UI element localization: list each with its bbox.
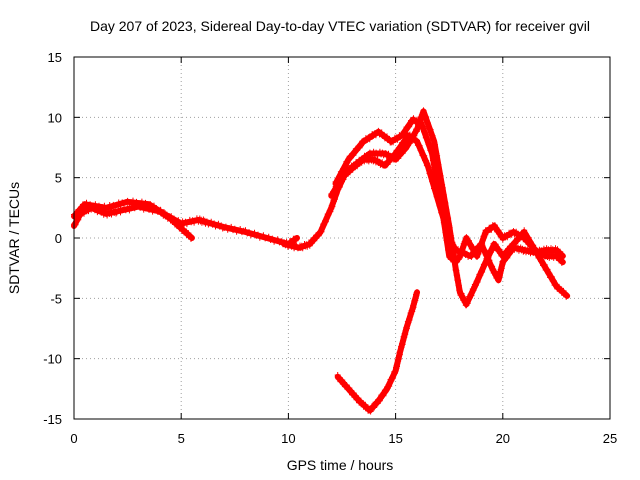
x-tick-label: 10	[281, 431, 295, 446]
y-tick-label: -10	[43, 352, 62, 367]
tick-labels: 0 5 10 15 20 25 -15 -10 -5 0 5 10 15	[43, 50, 617, 446]
series-trace-f	[328, 131, 566, 284]
y-tick-label: -5	[50, 291, 62, 306]
x-tick-label: 5	[178, 431, 185, 446]
data-layer	[71, 107, 571, 415]
chart-title: Day 207 of 2023, Sidereal Day-to-day VTE…	[90, 18, 590, 34]
series-trace-b	[71, 197, 300, 249]
series-trace-e	[334, 289, 421, 415]
x-axis-label: GPS time / hours	[287, 457, 394, 473]
y-tick-label: 5	[55, 171, 62, 186]
y-tick-label: 15	[48, 50, 62, 65]
y-tick-label: 10	[48, 110, 62, 125]
x-tick-label: 0	[70, 431, 77, 446]
series-markers	[328, 131, 566, 284]
x-tick-label: 25	[603, 431, 617, 446]
y-tick-label: -15	[43, 412, 62, 427]
series-markers	[334, 289, 420, 415]
ticks	[73, 56, 611, 420]
x-tick-label: 15	[388, 431, 402, 446]
y-axis-label: SDTVAR / TECUs	[6, 182, 22, 294]
y-tick-label: 0	[55, 231, 62, 246]
x-tick-label: 20	[496, 431, 510, 446]
